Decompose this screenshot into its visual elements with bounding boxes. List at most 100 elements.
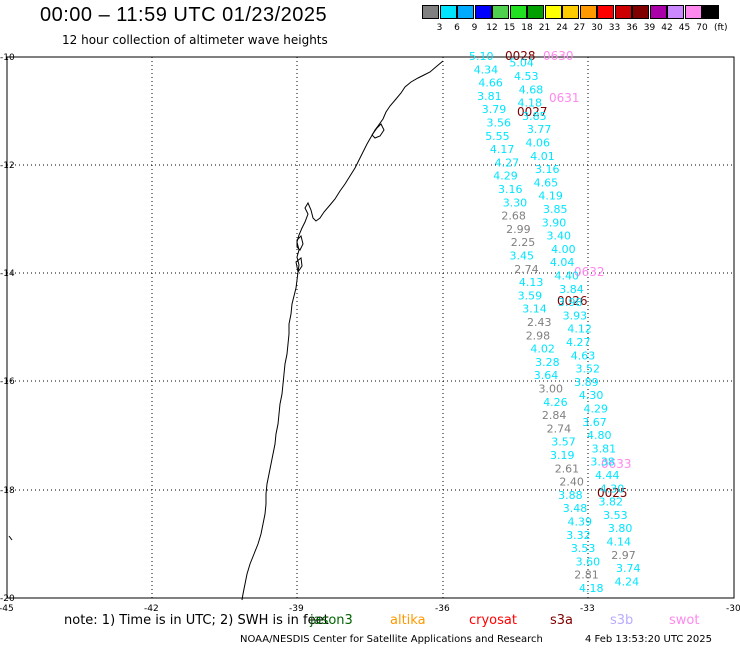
swh-value: 4.80 (587, 429, 612, 442)
swh-value: 4.65 (534, 176, 559, 189)
swh-value: 3.81 (592, 442, 617, 455)
swh-value: 3.80 (608, 522, 633, 535)
swh-value: 4.19 (538, 190, 563, 203)
colorbar-swatch (474, 5, 492, 19)
swh-value: 3.16 (535, 163, 560, 176)
swh-value: 4.44 (595, 469, 620, 482)
colorbar-tick-label: 33 (608, 23, 621, 33)
swh-value: 3.30 (503, 196, 528, 209)
swh-value: 2.74 (547, 422, 572, 435)
swh-value: 2.25 (511, 236, 536, 249)
colorbar-tick-label: 9 (471, 23, 478, 33)
swh-value: 3.93 (563, 309, 588, 322)
swh-value: 4.53 (514, 70, 539, 83)
colorbar-tick-label: 39 (643, 23, 656, 33)
swh-value: 2.98 (526, 329, 551, 342)
lon-tick-label: -33 (580, 604, 595, 614)
swh-value: 3.48 (563, 502, 588, 515)
generated-timestamp: 4 Feb 13:53:20 UTC 2025 (585, 634, 712, 645)
swh-value: 3.74 (616, 562, 641, 575)
swh-value: 3.89 (574, 376, 599, 389)
lat-tick-label: -18 (0, 486, 15, 496)
swh-value: 2.99 (506, 223, 530, 236)
swh-value: 4.24 (615, 575, 640, 588)
colorbar-swatch (457, 5, 474, 19)
swh-value: 4.26 (543, 396, 568, 409)
swh-value: 3.40 (547, 230, 572, 243)
swh-value: 4.34 (474, 63, 499, 76)
colorbar-swatch (562, 5, 579, 19)
swh-value: 3.45 (510, 250, 535, 263)
swh-value: 3.52 (576, 363, 601, 376)
pass-label: 0633 (601, 457, 632, 471)
swh-value: 3.67 (582, 416, 607, 429)
pass-label: 0026 (557, 294, 588, 308)
axis-labels: -10 -12 -14 -16 -18 -20-45 -42 -39 -36 -33 -30 (0, 53, 740, 614)
colorbar-swatch (544, 5, 562, 19)
swh-value: 3.38 (590, 456, 615, 469)
colorbar-swatch (667, 5, 684, 19)
swh-value: 3.32 (566, 529, 591, 542)
colorbar-swatch (632, 5, 649, 19)
swh-value: 4.13 (519, 276, 544, 289)
colorbar-unit: (ft) (714, 23, 728, 33)
lat-tick-label: -10 (0, 53, 15, 63)
swh-value: 3.88 (558, 489, 583, 502)
credit-line: NOAA/NESDIS Center for Satellite Applica… (240, 634, 543, 645)
swh-value: 2.81 (574, 569, 599, 582)
lon-tick-label: -45 (0, 604, 14, 614)
mission-altika: altika (390, 613, 426, 628)
colorbar-swatch (527, 5, 544, 19)
colorbar-swatch (702, 5, 719, 19)
island-feature-small (295, 235, 304, 274)
colorbar-swatch (422, 5, 439, 19)
pass-label: 0630 (543, 49, 574, 63)
colorbar-swatch (597, 5, 614, 19)
swh-value: 2.68 (501, 210, 526, 223)
swh-value: 3.64 (534, 369, 559, 382)
coast-point (8, 535, 13, 541)
swh-value: 3.57 (551, 436, 576, 449)
swh-value: 5.55 (485, 130, 510, 143)
mission-swot: swot (669, 613, 700, 628)
swh-value: 2.97 (611, 549, 636, 562)
lon-tick-label: -36 (435, 604, 450, 614)
swh-value: 3.79 (482, 103, 507, 116)
map-title: 00:00 – 11:59 UTC 01/23/2025 (40, 4, 328, 26)
colorbar-tick-label: 30 (591, 23, 603, 33)
colorbar-tick-label: 70 (696, 23, 708, 33)
swh-value: 4.04 (550, 256, 575, 269)
colorbar-tick-label: 42 (661, 23, 673, 33)
lon-tick-label: -30 (726, 604, 740, 614)
swh-value: 4.14 (607, 536, 632, 549)
swh-value: 2.61 (555, 462, 580, 475)
swh-value: 3.84 (559, 283, 584, 296)
colorbar-tick-label: 36 (626, 23, 638, 33)
swh-value: 4.29 (584, 402, 609, 415)
swh-value: 2.43 (527, 316, 552, 329)
colorbar-tick-label: 15 (503, 23, 516, 33)
swh-value: 3.19 (550, 449, 575, 462)
swh-value: 4.18 (579, 582, 604, 595)
mission-jason3: jason3 (310, 613, 353, 628)
colorbar-swatch (579, 5, 597, 19)
swh-value: 4.17 (490, 143, 515, 156)
swh-value: 3.16 (498, 183, 523, 196)
swh-value: 3.28 (535, 356, 560, 369)
lat-tick-label: -16 (0, 377, 15, 387)
colorbar-swatch (492, 5, 509, 19)
colorbar-tick-label: 27 (573, 23, 586, 33)
mission-cryosat: cryosat (469, 613, 517, 628)
coastline (241, 60, 444, 601)
swh-value: 4.29 (493, 170, 518, 183)
lon-tick-label: -39 (289, 604, 304, 614)
swh-value: 3.90 (542, 216, 567, 229)
colorbar-tick-label: 24 (556, 23, 568, 33)
map-frame (6, 56, 735, 599)
colorbar-swatch (509, 5, 527, 19)
swh-value: 4.12 (567, 323, 592, 336)
swh-value: 3.60 (576, 555, 601, 568)
swh-value: 4.02 (530, 343, 555, 356)
swh-value: 3.56 (487, 117, 512, 130)
